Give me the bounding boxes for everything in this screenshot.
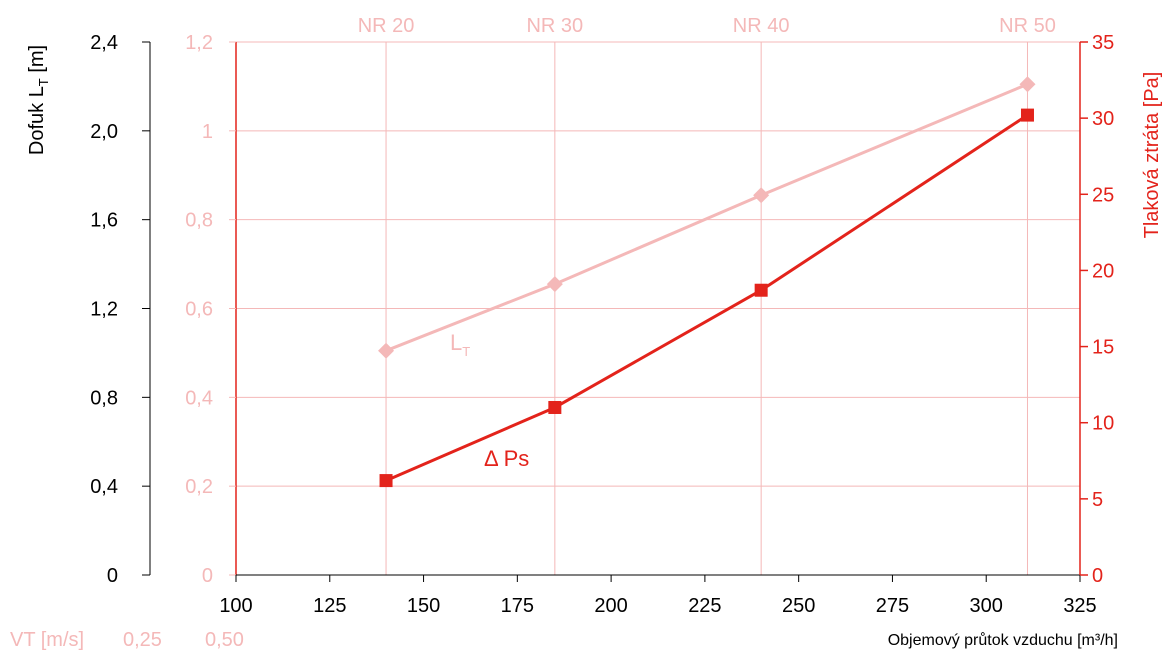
series-dps-point (548, 400, 562, 414)
right-tick-label: 0 (1092, 565, 1103, 587)
series-dps-point (379, 474, 393, 488)
right-tick-label: 10 (1092, 413, 1114, 435)
left-outer-tick-label: 1,6 (90, 210, 118, 232)
left-outer-tick-label: 2,4 (90, 32, 118, 54)
right-tick-label: 35 (1092, 32, 1114, 54)
series-label-lt-main: L (450, 330, 462, 355)
left-inner-tick-label: 0,8 (185, 210, 213, 232)
left-inner-tick-label: 0,6 (185, 299, 213, 321)
left-inner-tick-label: 0 (202, 565, 213, 587)
nr-label: NR 30 (526, 15, 583, 37)
left-axis-title: Dofuk LT [m] (26, 45, 51, 155)
left-inner-tick-label: 0,2 (185, 476, 213, 498)
series-lt-point (1019, 76, 1036, 93)
x-tick-label: 175 (501, 595, 534, 617)
x-tick-label: 300 (970, 595, 1003, 617)
left-outer-tick-label: 0,8 (90, 387, 118, 409)
x-tick-label: 275 (876, 595, 909, 617)
vt-value-1: 0,25 (123, 629, 162, 651)
x-tick-label: 250 (782, 595, 815, 617)
left-axis-title-unit: [m] (26, 45, 48, 78)
right-tick-label: 5 (1092, 489, 1103, 511)
series-lt-point (546, 276, 563, 293)
series-dps-point (1020, 108, 1034, 122)
x-tick-label: 100 (219, 595, 252, 617)
left-outer-tick-label: 0,4 (90, 476, 118, 498)
right-tick-label: 30 (1092, 108, 1114, 130)
labels: Objemový průtok vzduchu [m³/h] Tlaková z… (10, 45, 1163, 651)
nr-label: NR 40 (733, 15, 790, 37)
left-inner-tick-label: 0,4 (185, 387, 213, 409)
left-axis-title-main: Dofuk L (26, 86, 48, 155)
series-label-dps: Δ Ps (484, 446, 529, 471)
left-inner-tick-label: 1 (202, 121, 213, 143)
left-axis-title-sub: T (36, 78, 51, 86)
series-dps-line (385, 113, 1029, 482)
left-outer-tick-label: 1,2 (90, 299, 118, 321)
vt-row-label: VT [m/s] (10, 629, 84, 651)
grid: NR 20 NR 30 NR 40 NR 50 (236, 15, 1080, 575)
left-outer-tick-label: 2,0 (90, 121, 118, 143)
left-inner-tick-label: 1,2 (185, 32, 213, 54)
x-tick-label: 200 (594, 595, 627, 617)
series-dps-point (754, 283, 768, 297)
series (378, 76, 1036, 488)
left-outer-tick-label: 0 (107, 565, 118, 587)
x-tick-label: 225 (688, 595, 721, 617)
x-tick-label: 150 (407, 595, 440, 617)
nr-label: NR 20 (358, 15, 415, 37)
right-tick-label: 25 (1092, 184, 1114, 206)
series-label-lt-sub: T (462, 344, 470, 359)
right-axis-title: Tlaková ztráta [Pa] (1141, 72, 1163, 239)
right-tick-label: 20 (1092, 260, 1114, 282)
nr-label: NR 50 (999, 15, 1056, 37)
series-label-lt: LT (450, 330, 470, 359)
series-lt-point (378, 342, 395, 359)
series-lt-line (385, 82, 1029, 353)
series-lt-point (753, 187, 770, 204)
x-tick-label: 125 (313, 595, 346, 617)
vt-value-2: 0,50 (205, 629, 244, 651)
x-tick-label: 325 (1063, 595, 1096, 617)
x-axis-title: Objemový průtok vzduchu [m³/h] (888, 631, 1118, 649)
right-tick-label: 15 (1092, 337, 1114, 359)
